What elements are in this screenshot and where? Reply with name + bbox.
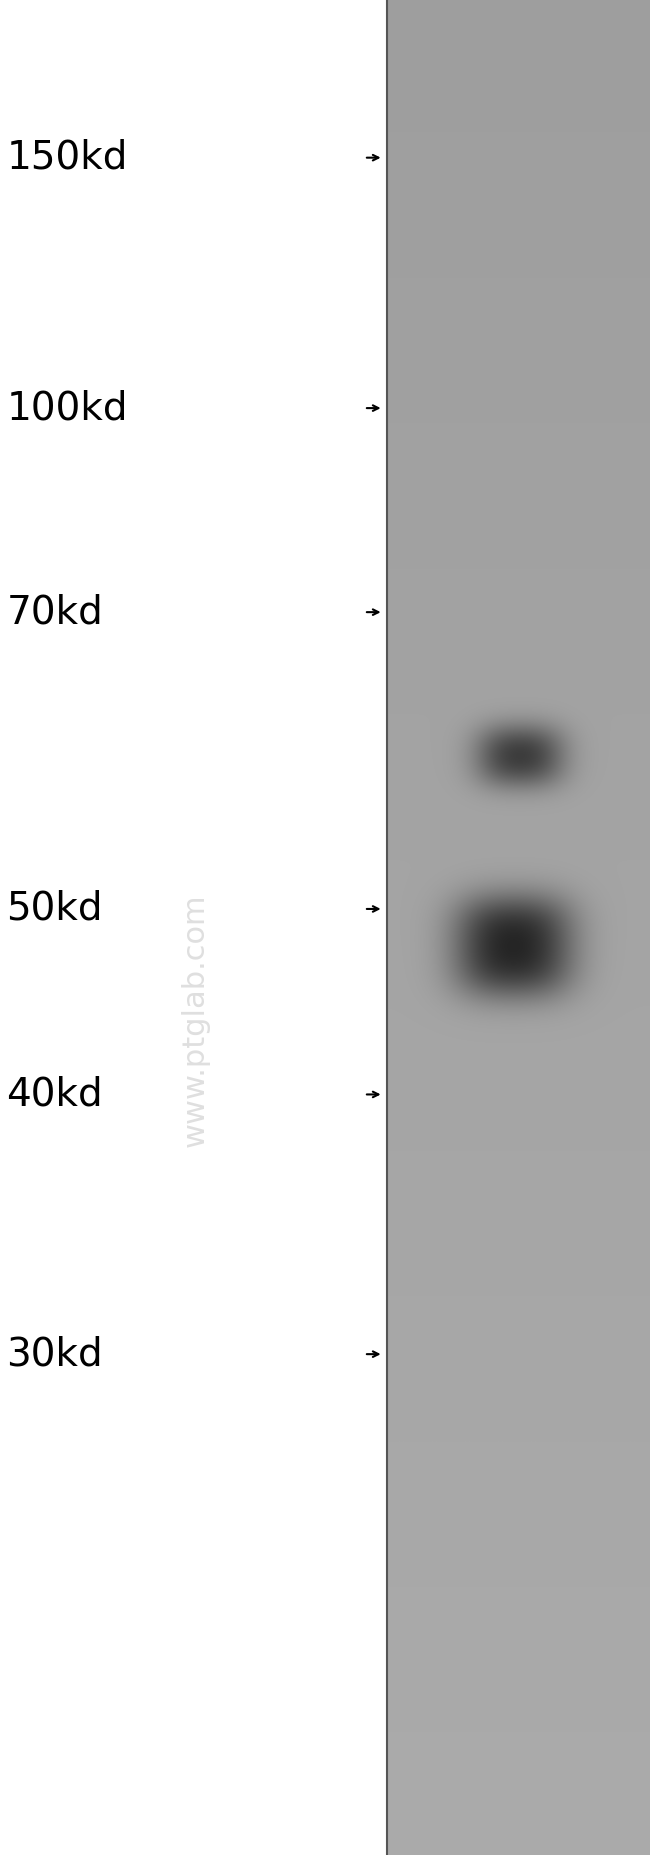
Text: 30kd: 30kd (6, 1336, 103, 1373)
Text: 50kd: 50kd (6, 890, 103, 928)
Text: 150kd: 150kd (6, 139, 128, 176)
Text: 40kd: 40kd (6, 1076, 103, 1113)
Text: 100kd: 100kd (6, 390, 128, 427)
Text: 70kd: 70kd (6, 594, 103, 631)
Text: www.ptglab.com: www.ptglab.com (181, 894, 209, 1146)
